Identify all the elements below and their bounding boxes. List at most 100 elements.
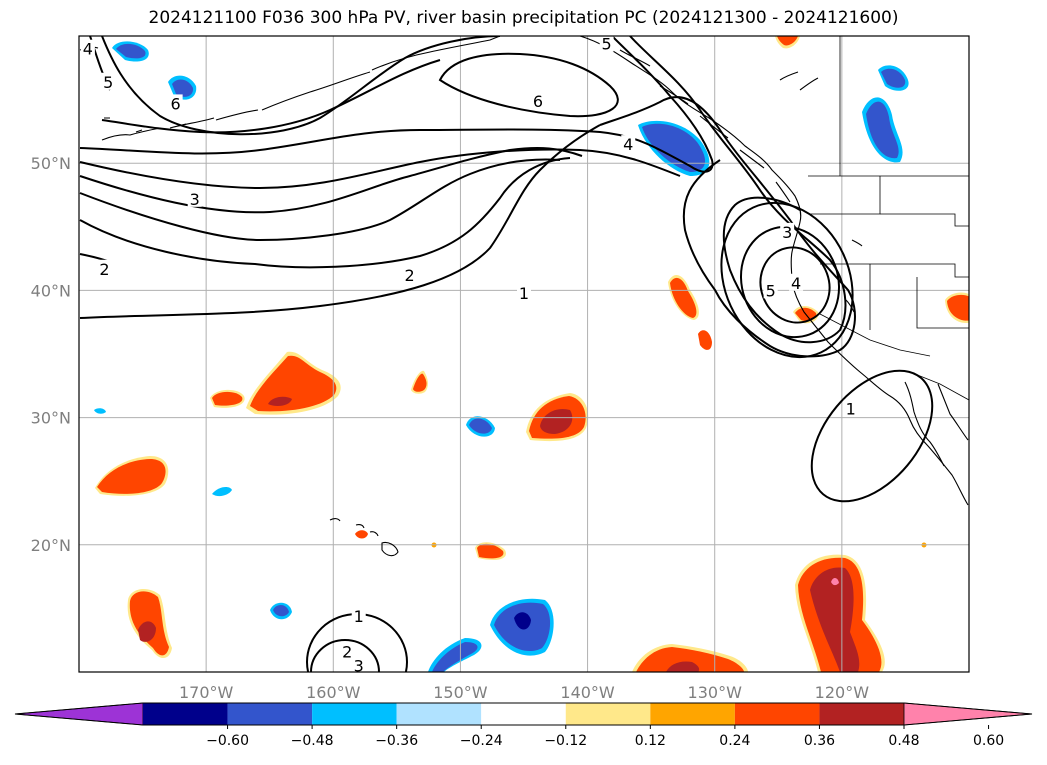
pv-label-bg xyxy=(402,266,417,284)
lon-tick-label: 170°W xyxy=(179,683,234,702)
colorbar-extend-high xyxy=(903,702,1033,726)
precip-blob xyxy=(475,542,506,560)
lat-tick-label: 40°N xyxy=(31,281,71,300)
lon-tick-label: 150°W xyxy=(433,683,488,702)
precip-blob xyxy=(95,456,169,496)
precip-blob xyxy=(862,97,903,163)
pv-contour-3 xyxy=(79,148,681,190)
pv-label-bg xyxy=(97,259,112,277)
precip-blob xyxy=(698,330,712,350)
pv-closed-contour-5 xyxy=(759,246,831,324)
colorbar-tick-label: −0.48 xyxy=(291,733,334,749)
colorbar-segment xyxy=(565,703,651,725)
precip-blob xyxy=(632,644,748,672)
lon-tick-label: 130°W xyxy=(688,683,743,702)
lon-tick-label: 120°W xyxy=(815,683,870,702)
colorbar-segment xyxy=(819,703,904,725)
map-title: 2024121100 F036 300 hPa PV, river basin … xyxy=(148,8,899,28)
pv-closed-contour-4 xyxy=(739,225,841,339)
pv-contour-label: 6 xyxy=(171,94,181,113)
lon-tick-label: 140°W xyxy=(560,683,615,702)
pv-closed-contour-3 xyxy=(720,201,854,359)
colorbar-segment xyxy=(227,703,313,725)
precip-blob xyxy=(246,351,341,415)
colorbar-tick-label: 0.12 xyxy=(635,733,666,749)
colorbar-segment xyxy=(481,703,566,725)
pv-contour-label: 1 xyxy=(846,400,856,419)
precip-blob xyxy=(94,408,106,414)
pv-contour-1c xyxy=(599,96,856,358)
colorbar: −0.60 −0.48 −0.36 −0.24 −0.12 0.12 0.24 0.36 0.4… xyxy=(14,702,1033,749)
pv-contour-label: 5 xyxy=(602,35,612,54)
pv-contour-6 xyxy=(101,36,501,136)
colorbar-segment xyxy=(734,703,820,725)
colorbar-outline xyxy=(14,702,1033,726)
colorbar-tick-label: −0.12 xyxy=(544,733,587,749)
pv-contour-label: 3 xyxy=(190,190,200,209)
lon-tick-label: 160°W xyxy=(306,683,361,702)
colorbar-tick-label: 0.48 xyxy=(888,733,919,749)
precip-blob xyxy=(945,292,969,323)
lat-tick-label: 50°N xyxy=(31,154,71,173)
pv-label-bg xyxy=(621,135,636,153)
pv-contour-4 xyxy=(79,36,714,173)
precip-blob xyxy=(411,370,428,394)
precip-blob xyxy=(638,120,710,176)
pv-label-bg xyxy=(340,642,355,660)
colorbar-tick-label: 0.36 xyxy=(804,733,835,749)
colorbar-tick-label: −0.60 xyxy=(206,733,249,749)
map-frame xyxy=(78,35,970,673)
colorbar-tick-label: −0.36 xyxy=(375,733,418,749)
precip-blob xyxy=(795,554,885,672)
pv-closed-contour-2-hawaii xyxy=(310,639,380,672)
pv-label-bg xyxy=(763,281,778,299)
pv-contour-label: 1 xyxy=(354,607,364,626)
pv-label-bg xyxy=(843,399,858,417)
precip-blob xyxy=(212,486,232,497)
lat-tick-label: 30°N xyxy=(31,409,71,428)
precip-blob xyxy=(168,75,197,100)
pv-label-bg xyxy=(351,607,366,625)
pv-label-bg xyxy=(789,273,804,291)
pv-contour-1b xyxy=(79,124,601,319)
pv-contour-1 xyxy=(79,157,571,269)
colorbar-segment xyxy=(396,703,482,725)
colorbar-segment xyxy=(143,703,228,725)
pv-contour-label: 2 xyxy=(342,643,352,662)
precip-blob xyxy=(668,275,699,320)
coastlines xyxy=(79,36,969,557)
colorbar-tick-label: 0.60 xyxy=(973,733,1004,749)
pv-label-bg xyxy=(517,283,531,301)
pv-contour-label: 6 xyxy=(533,92,543,111)
graticule xyxy=(79,36,969,672)
pv-contour-label: 4 xyxy=(791,274,801,293)
precip-blob xyxy=(112,41,149,62)
colorbar-tick-label: 0.24 xyxy=(719,733,750,749)
pv-label-bg xyxy=(80,39,95,57)
pv-label-bg xyxy=(780,222,795,240)
pv-contour-label: 2 xyxy=(99,260,109,279)
pv-contour-label: 3 xyxy=(782,223,792,242)
precip-blob xyxy=(270,602,292,620)
pv-contour-label: 4 xyxy=(623,135,633,154)
precip-blob xyxy=(127,588,172,659)
pv-contour-5b xyxy=(101,59,441,134)
colorbar-segment xyxy=(650,703,735,725)
precip-blob xyxy=(210,389,245,408)
pv-contour-label: 5 xyxy=(103,73,113,92)
colorbar-segment xyxy=(312,703,397,725)
lat-tick-label: 20°N xyxy=(31,536,71,555)
pv-jet-contour xyxy=(629,36,847,344)
precip-blob xyxy=(775,36,800,49)
colorbar-tick-label: −0.24 xyxy=(460,733,503,749)
pv-label-bg xyxy=(599,36,614,52)
pv-contour-2b xyxy=(79,158,561,242)
precip-blob xyxy=(490,598,554,656)
pv-closed-contour-1-south xyxy=(810,369,934,503)
axis-labels: 170°W 160°W 150°W 140°W 130°W 120°W 20°N 30°N 40… xyxy=(31,154,870,702)
pv-contour-label: 4 xyxy=(83,40,93,59)
precip-blob xyxy=(466,416,495,437)
pv-label-bg xyxy=(101,72,116,90)
pv-label-bg xyxy=(168,94,183,112)
